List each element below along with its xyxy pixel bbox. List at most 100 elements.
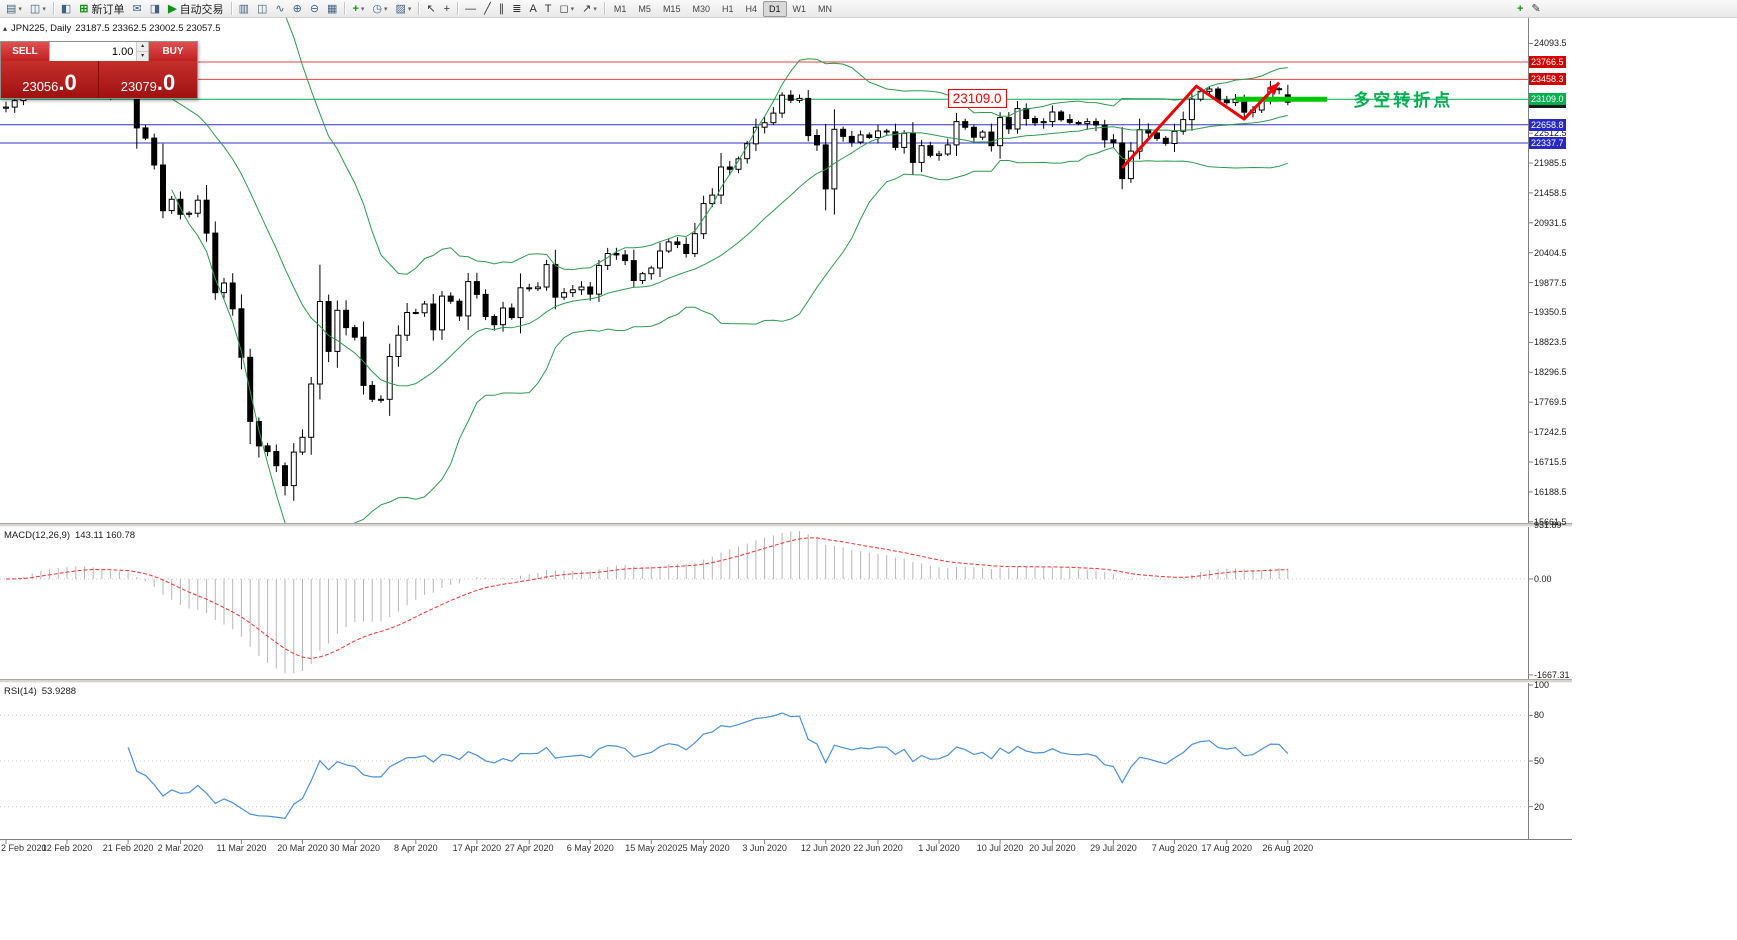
profiles-icon[interactable]: ◫ ▾ — [26, 0, 50, 18]
text-label-icon[interactable]: T — [541, 0, 556, 18]
timeframe-m15-button[interactable]: M15 — [662, 3, 681, 14]
sell-price-pips: .0 — [58, 70, 77, 96]
turning-point-label[interactable]: 多空转折点 — [1353, 90, 1454, 110]
rsi-tick-label: 100 — [1534, 680, 1550, 690]
rsi-tick-label: 50 — [1534, 756, 1545, 766]
indicators-dropdown-icon[interactable]: ▾ — [360, 5, 365, 13]
symbol-period-label: JPN225, Daily — [11, 23, 72, 34]
timeframe-d1-button[interactable]: D1 — [763, 0, 787, 17]
date-tick-label: 1 Jul 2020 — [918, 843, 960, 853]
macd-pane-divider[interactable] — [0, 523, 1572, 527]
toolbar-separator — [344, 2, 346, 15]
rsi-tick-label: 20 — [1534, 801, 1545, 812]
strategy-tester-icon[interactable]: ◨ — [146, 0, 164, 18]
one-click-collapse-toggle[interactable]: ▴ — [3, 24, 8, 33]
horizontal-line-icon[interactable]: — — [461, 0, 480, 18]
price-axis[interactable]: 24093.5 22512.5 21985.5 21458.5 20931.5 20404… — [1528, 18, 1572, 840]
periods-icon[interactable]: ◷ ▾ — [368, 0, 391, 18]
rsi-name: RSI(14) — [4, 686, 37, 697]
macd-indicator-label: MACD(12,26,9) 143.11 160.78 — [4, 530, 135, 541]
date-tick-label: 25 May 2020 — [677, 843, 730, 853]
equidistant-channel-icon[interactable]: ∥ — [495, 0, 509, 18]
price-annotation-box[interactable]: 23109.0 — [947, 89, 1007, 109]
date-tick-label: 6 May 2020 — [566, 843, 614, 853]
cursor-icon[interactable]: ↖ — [422, 0, 439, 18]
sell-price[interactable]: 23056.0 — [1, 61, 99, 98]
arrows-dropdown-icon[interactable]: ▾ — [593, 5, 597, 13]
arrows-icon: ↗ — [582, 2, 592, 15]
autotrading-button[interactable]: ▶ 自动交易 — [164, 0, 227, 18]
add-indicator-button[interactable]: + — [1513, 0, 1527, 18]
spinner-down-icon[interactable]: ▾ — [137, 52, 148, 61]
price-tick-label: 16715.5 — [1534, 456, 1567, 467]
zoom-out-icon[interactable]: ⊖ — [306, 0, 323, 18]
macd-tick-label: -1667.31 — [1534, 669, 1570, 680]
price-tick-label: 16188.5 — [1534, 486, 1567, 497]
price-tick-label: 24093.5 — [1534, 38, 1567, 49]
new-order-button[interactable]: ⊞ 新订单 — [75, 0, 128, 18]
candlestick-mode-icon[interactable]: ◫ — [253, 0, 271, 18]
date-axis[interactable]: 2 Feb 2020 12 Feb 2020 21 Feb 2020 2 Mar 20… — [0, 840, 1572, 856]
timeframe-w1-button[interactable]: W1 — [792, 3, 807, 14]
lot-spinner[interactable]: ▴ ▾ — [136, 42, 148, 61]
strategy-tester-icon: ◨ — [149, 2, 161, 15]
add-indicator-icon: + — [1517, 3, 1524, 15]
price-marker-23458.3: 23458.3 — [1529, 73, 1566, 86]
bar-chart-mode-icon: ▥ — [238, 2, 249, 15]
profiles-dropdown-icon[interactable]: ▾ — [42, 5, 46, 13]
price-marker-23109.0: 23109.0 — [1529, 93, 1566, 106]
sell-button[interactable]: SELL — [1, 42, 49, 61]
price-tick-label: 21458.5 — [1534, 187, 1567, 198]
line-chart-mode-icon[interactable]: ∿ — [271, 0, 288, 18]
macd-tick-label: 931.89 — [1534, 520, 1562, 531]
date-tick-label: 30 Mar 2020 — [329, 843, 381, 853]
text-icon[interactable]: A — [525, 0, 540, 18]
chart-canvas[interactable] — [0, 18, 1572, 856]
edit-object-button[interactable]: ✎ — [1527, 0, 1544, 18]
price-tick-label: 20404.5 — [1534, 247, 1567, 258]
indicators-icon[interactable]: + ▾ — [348, 0, 368, 18]
timeframe-h4-button[interactable]: H4 — [745, 3, 757, 14]
text-icon: A — [529, 2, 537, 15]
templates-icon[interactable]: ▨ ▾ — [392, 0, 416, 18]
date-tick-label: 21 Feb 2020 — [102, 843, 154, 853]
periods-dropdown-icon[interactable]: ▾ — [384, 5, 388, 13]
fibonacci-icon[interactable]: ≣ — [508, 0, 525, 18]
horizontal-line-icon: — — [465, 2, 477, 15]
new-chart-dropdown-icon[interactable]: ▾ — [18, 5, 22, 13]
price-tick-label: 22512.5 — [1534, 128, 1567, 139]
alerts-icon[interactable]: ✉ — [128, 0, 145, 18]
date-tick-label: 12 Jun 2020 — [800, 843, 851, 853]
timeframe-h1-button[interactable]: H1 — [721, 3, 734, 14]
new-chart-icon[interactable]: ▤ ▾ — [2, 0, 26, 18]
lot-size-field[interactable]: ▴▾ — [49, 42, 149, 61]
shapes-dropdown-icon[interactable]: ▾ — [570, 5, 575, 13]
templates-dropdown-icon[interactable]: ▾ — [407, 5, 412, 13]
lot-size-input[interactable] — [50, 42, 137, 61]
price-marker-23766.5: 23766.5 — [1529, 55, 1566, 68]
crosshair-icon[interactable]: + — [440, 0, 454, 18]
timeframe-m30-button[interactable]: M30 — [692, 3, 710, 14]
price-tick-label: 20931.5 — [1534, 217, 1567, 228]
timeframe-m5-button[interactable]: M5 — [638, 3, 651, 14]
date-tick-label: 3 Jun 2020 — [742, 843, 787, 853]
rsi-pane-divider[interactable] — [0, 679, 1572, 683]
buy-price-pips: .0 — [156, 70, 176, 96]
price-marker-22337.7: 22337.7 — [1529, 137, 1566, 150]
shapes-icon[interactable]: ◻ ▾ — [556, 0, 579, 18]
arrows-icon[interactable]: ↗ ▾ — [578, 0, 601, 18]
bar-chart-mode-icon[interactable]: ▥ — [235, 0, 253, 18]
timeframe-m1-button[interactable]: M1 — [613, 3, 627, 14]
timeframe-mn-button[interactable]: MN — [818, 3, 833, 14]
buy-price[interactable]: 23079.0 — [99, 61, 197, 98]
price-tick-label: 21985.5 — [1534, 158, 1567, 168]
trendline-icon[interactable]: ╱ — [480, 0, 495, 18]
date-tick-label: 26 Aug 2020 — [1262, 843, 1314, 853]
spinner-up-icon[interactable]: ▴ — [137, 42, 148, 52]
zoom-in-icon[interactable]: ⊕ — [289, 0, 306, 18]
market-watch-icon[interactable]: ◧ — [57, 0, 75, 18]
grid-icon[interactable]: ▦ — [323, 0, 341, 18]
toolbar-separator — [230, 2, 232, 15]
buy-button[interactable]: BUY — [149, 42, 197, 61]
buy-price-main: 23079 — [120, 79, 157, 94]
